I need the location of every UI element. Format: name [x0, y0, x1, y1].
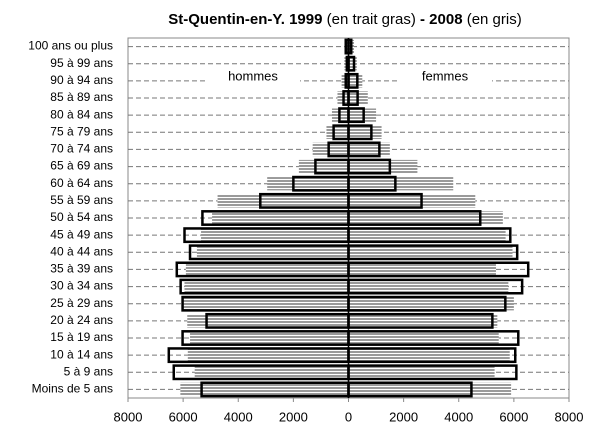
bar-2008: [348, 108, 377, 122]
bar-2008: [267, 177, 349, 191]
x-tick-label: 8000: [114, 409, 143, 424]
category-label: 80 à 84 ans: [50, 107, 113, 121]
x-tick-label: 2000: [279, 409, 308, 424]
category-label: 95 à 99 ans: [50, 56, 113, 70]
x-tick-label: 6000: [499, 409, 528, 424]
bar-2008: [348, 348, 510, 362]
bar-2008: [184, 279, 349, 294]
category-label: 25 à 29 ans: [50, 296, 113, 310]
bar-2008: [348, 331, 499, 345]
bar-2008: [348, 382, 512, 397]
bar-1999: [347, 330, 520, 346]
annotation-box: [398, 66, 492, 86]
bar-1999: [347, 347, 517, 364]
category-label: 20 à 24 ans: [50, 313, 113, 327]
bar-2008: [183, 297, 349, 311]
category-label: 100 ans ou plus: [28, 39, 113, 53]
bar-2008: [196, 245, 349, 259]
title-part: (en trait gras): [322, 11, 420, 28]
bar-1999: [347, 192, 423, 209]
bar-2008: [348, 279, 509, 294]
bar-1999: [347, 210, 482, 226]
side-annotation: femmes: [422, 68, 469, 83]
chart-title: St-Quentin-en-Y. 1999 (en trait gras) - …: [168, 11, 521, 28]
bar-2008: [190, 331, 349, 345]
category-label: 75 à 79 ans: [50, 124, 113, 138]
bar-2008: [348, 365, 495, 379]
title-part: (en gris): [463, 11, 522, 28]
bar-2008: [348, 194, 476, 208]
bar-2008: [348, 228, 506, 242]
bar-1999: [347, 278, 524, 295]
category-label: 45 à 49 ans: [50, 227, 113, 241]
bar-1999: [347, 295, 507, 312]
bar-1999: [347, 72, 359, 89]
annotation-box: [206, 66, 300, 86]
bar-1999: [347, 124, 373, 141]
bar-1999: [347, 381, 473, 398]
bar-1999: [347, 158, 392, 175]
category-label: Moins de 5 ans: [32, 382, 113, 396]
x-tick-label: 0: [345, 409, 352, 424]
category-label: 15 à 19 ans: [50, 330, 113, 344]
bar-2008: [348, 142, 390, 157]
bar-1999: [347, 261, 530, 278]
x-tick-label: 4000: [444, 409, 473, 424]
bar-2008: [348, 57, 357, 71]
bar-2008: [185, 262, 349, 277]
bar-1999: [347, 244, 519, 261]
title-part: St-Quentin-en-Y. 1999: [168, 11, 322, 28]
category-label: 50 à 54 ans: [50, 210, 113, 224]
bar-2008: [348, 314, 498, 328]
category-label: 85 à 89 ans: [50, 90, 113, 104]
x-tick-label: 4000: [224, 409, 253, 424]
bar-2008: [348, 177, 454, 191]
x-tick-label: 8000: [555, 409, 584, 424]
bar-1999: [347, 38, 353, 55]
category-label: 60 à 64 ans: [50, 176, 113, 190]
bar-2008: [201, 228, 349, 242]
bar-2008: [348, 159, 418, 174]
bar-2008: [194, 365, 349, 379]
x-tick-label: 6000: [169, 409, 198, 424]
bar-1999: [347, 55, 356, 72]
bar-2008: [326, 125, 349, 139]
bar-1999: [347, 141, 381, 158]
side-annotation: hommes: [228, 68, 278, 83]
bar-2008: [187, 314, 349, 328]
bar-1999: [347, 90, 359, 106]
category-label: 30 à 34 ans: [50, 279, 113, 293]
bar-2008: [312, 142, 349, 157]
bar-1999: [347, 107, 365, 124]
bar-1999: [347, 312, 494, 329]
category-label: 65 à 69 ans: [50, 159, 113, 173]
bar-2008: [348, 125, 382, 139]
category-label: 90 à 94 ans: [50, 73, 113, 87]
category-label: 40 à 44 ans: [50, 244, 113, 258]
bar-2008: [180, 382, 349, 397]
bar-2008: [212, 211, 349, 225]
category-label: 55 à 59 ans: [50, 193, 113, 207]
category-label: 35 à 39 ans: [50, 262, 113, 276]
bar-1999: [347, 364, 518, 381]
category-label: 70 à 74 ans: [50, 142, 113, 156]
bar-2008: [217, 194, 349, 208]
bar-2008: [348, 211, 503, 225]
bar-1999: [347, 175, 397, 192]
bar-2008: [348, 297, 514, 311]
title-part: - 2008: [420, 11, 463, 28]
bar-2008: [348, 245, 513, 259]
category-label: 10 à 14 ans: [50, 347, 113, 361]
bar-2008: [187, 348, 349, 362]
x-tick-label: 2000: [389, 409, 418, 424]
bar-1999: [347, 227, 512, 244]
category-label: 5 à 9 ans: [64, 364, 113, 378]
bar-2008: [298, 159, 349, 174]
bar-2008: [348, 74, 363, 88]
bar-2008: [348, 262, 496, 277]
